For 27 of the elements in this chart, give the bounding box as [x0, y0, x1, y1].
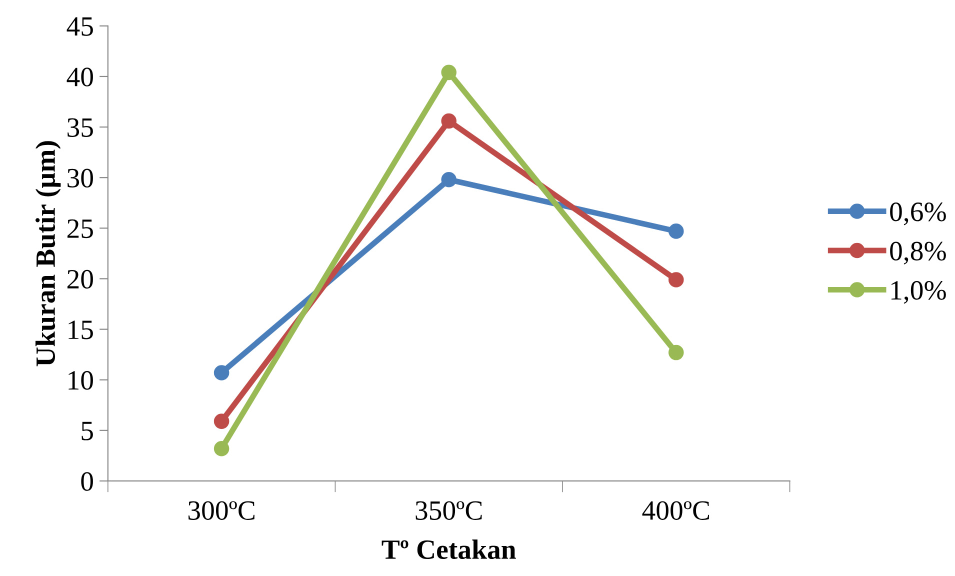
x-tick-label: 350ºC — [416, 501, 482, 520]
y-axis-title: Ukuran Butir (µm) — [36, 141, 61, 366]
point — [668, 272, 684, 288]
y-tick-label: 15 — [68, 320, 93, 340]
point — [214, 365, 230, 380]
y-tick-label: 10 — [68, 371, 93, 390]
y-tick-label: 25 — [67, 219, 93, 238]
y-tick-label: 0 — [81, 472, 93, 491]
legend-label: 1,0% — [891, 280, 946, 304]
legend-label: 0,6% — [890, 202, 946, 226]
point — [668, 224, 684, 239]
point — [441, 113, 456, 129]
point — [441, 64, 456, 80]
point — [214, 414, 230, 429]
x-tick-label: 300ºC — [188, 501, 254, 520]
y-tick-label: 5 — [82, 422, 93, 440]
x-tick-label: 400ºC — [642, 501, 710, 520]
x-axis-title: Tº Cetakan — [382, 539, 516, 560]
legend-label: 0,8% — [890, 242, 946, 264]
y-tick-label: 40 — [66, 68, 93, 86]
y-tick-label: 20 — [67, 270, 93, 289]
y-tick-label: 45 — [66, 17, 93, 36]
y-tick-label: 35 — [68, 118, 93, 137]
y-tick-label: 30 — [68, 168, 93, 188]
point — [214, 440, 230, 456]
point — [668, 344, 684, 360]
point — [441, 172, 456, 188]
